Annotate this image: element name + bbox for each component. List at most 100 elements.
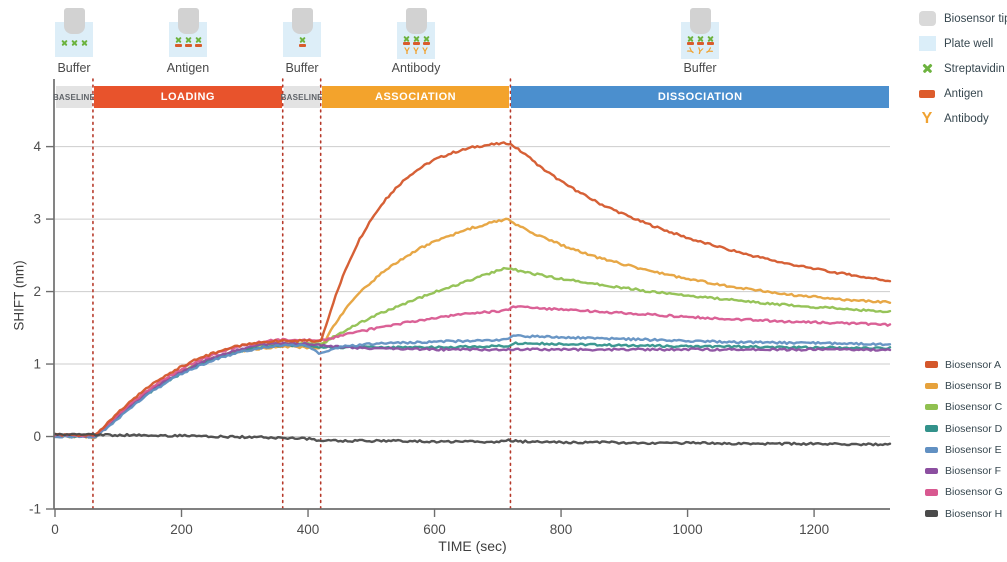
x-tick-label: 200 xyxy=(170,522,193,537)
well-label: Antigen xyxy=(166,61,210,75)
well-label: Buffer xyxy=(285,61,319,75)
series-legend-item-biosensor-h: Biosensor H xyxy=(925,503,1003,524)
antigen-icons xyxy=(283,44,321,47)
series-swatch xyxy=(925,446,938,454)
y-tick-label: 3 xyxy=(33,212,41,227)
legend-label: Streptavidin xyxy=(944,62,1005,75)
legend-item-streptavidin: Streptavidin xyxy=(918,56,1007,81)
series-legend-item-biosensor-g: Biosensor G xyxy=(925,482,1003,503)
streptavidin-icon xyxy=(195,36,202,43)
well-label: Antibody xyxy=(391,61,441,75)
schematic-legend: Biosensor tip Plate well Streptavidin An… xyxy=(918,6,1007,131)
phase-segment-loading: LOADING xyxy=(93,86,282,108)
series-line-biosensor-b xyxy=(53,217,892,440)
y-axis-title: SHIFT (nm) xyxy=(11,260,27,331)
series-swatch xyxy=(925,361,938,368)
streptavidin-icon xyxy=(175,36,182,43)
streptavidin-icon xyxy=(299,36,306,43)
streptavidin-icons xyxy=(397,35,435,42)
series-line-biosensor-g xyxy=(53,305,892,438)
antigen-icon xyxy=(194,44,202,47)
biosensor-tip-icon xyxy=(64,8,85,34)
antibody-icon: Y xyxy=(403,46,410,56)
streptavidin-icons xyxy=(169,36,207,43)
biosensor-tip-icon xyxy=(178,8,199,34)
series-line-biosensor-f xyxy=(53,341,892,438)
y-tick-label: 2 xyxy=(33,284,41,299)
phase-segment-baseline-2: BASELINE xyxy=(281,86,323,108)
series-legend-item-biosensor-a: Biosensor A xyxy=(925,354,1003,375)
streptavidin-icon xyxy=(403,35,410,42)
biosensor-tip-icon xyxy=(918,11,936,26)
legend-item-antibody: Y Antibody xyxy=(918,106,1007,131)
series-legend: Biosensor A Biosensor B Biosensor C Biosens… xyxy=(925,354,1003,524)
biosensor-tip-icon xyxy=(292,8,313,34)
series-label: Biosensor A xyxy=(945,358,1002,371)
series-label: Biosensor C xyxy=(945,401,1003,414)
streptavidin-icon xyxy=(922,63,933,74)
antigen-icon xyxy=(174,44,182,47)
series-label: Biosensor E xyxy=(945,443,1002,456)
biosensor-tip-icon xyxy=(406,8,427,34)
legend-item-biosensor-tip: Biosensor tip xyxy=(918,6,1007,31)
antigen-icon xyxy=(919,89,935,98)
legend-label: Biosensor tip xyxy=(944,12,1007,25)
phase-segment-dissociation: DISSOCIATION xyxy=(511,86,889,108)
x-tick-label: 1200 xyxy=(799,522,829,537)
streptavidin-icon xyxy=(185,36,192,43)
antigen-icon xyxy=(706,42,714,45)
y-tick-label: 1 xyxy=(33,357,41,372)
series-line-biosensor-d xyxy=(53,341,892,438)
series-swatch xyxy=(925,403,938,411)
biosensor-schematic-baseline-2: Buffer xyxy=(280,0,324,80)
series-legend-item-biosensor-f: Biosensor F xyxy=(925,460,1003,481)
phase-segment-association: ASSOCIATION xyxy=(321,86,510,108)
series-line-biosensor-c xyxy=(53,266,892,438)
streptavidin-icon xyxy=(81,39,88,46)
series-swatch xyxy=(925,425,938,432)
streptavidin-icon xyxy=(707,35,714,42)
biosensor-schematic-baseline-1: Buffer xyxy=(52,0,96,80)
antigen-icons xyxy=(681,42,719,45)
series-legend-item-biosensor-e: Biosensor E xyxy=(925,439,1003,460)
antigen-icon xyxy=(402,42,410,45)
streptavidin-icon xyxy=(71,39,78,46)
streptavidin-icons xyxy=(283,36,321,43)
x-tick-label: 800 xyxy=(550,522,573,537)
series-line-biosensor-e xyxy=(53,334,892,439)
antigen-icon xyxy=(696,42,704,45)
antigen-icon xyxy=(422,42,430,45)
antigen-icons xyxy=(169,44,207,47)
series-legend-item-biosensor-d: Biosensor D xyxy=(925,418,1003,439)
x-tick-label: 400 xyxy=(297,522,320,537)
series-label: Biosensor G xyxy=(945,486,1003,499)
streptavidin-icon xyxy=(423,35,430,42)
antigen-icon xyxy=(184,44,192,47)
series-legend-item-biosensor-c: Biosensor C xyxy=(925,397,1003,418)
series-swatch xyxy=(925,382,938,390)
streptavidin-icon xyxy=(413,35,420,42)
plate-well-icon xyxy=(918,36,936,51)
streptavidin-icon xyxy=(61,39,68,46)
x-axis-title: TIME (sec) xyxy=(438,538,507,554)
antibody-icon: Y xyxy=(412,46,419,56)
antibody-icon: Y xyxy=(921,109,933,127)
series-swatch xyxy=(925,489,938,496)
antigen-icon xyxy=(298,44,306,47)
antigen-icon xyxy=(412,42,420,45)
legend-item-antigen: Antigen xyxy=(918,81,1007,106)
antigen-icon xyxy=(686,42,694,45)
legend-item-plate-well: Plate well xyxy=(918,31,1007,56)
series-label: Biosensor F xyxy=(945,465,1002,478)
legend-label: Antibody xyxy=(944,112,989,125)
x-tick-label: 600 xyxy=(423,522,446,537)
series-label: Biosensor H xyxy=(945,507,1003,520)
y-tick-label: 4 xyxy=(33,139,41,154)
series-label: Biosensor B xyxy=(945,379,1002,392)
antibody-icon: Y xyxy=(685,45,697,57)
series-label: Biosensor D xyxy=(945,422,1003,435)
